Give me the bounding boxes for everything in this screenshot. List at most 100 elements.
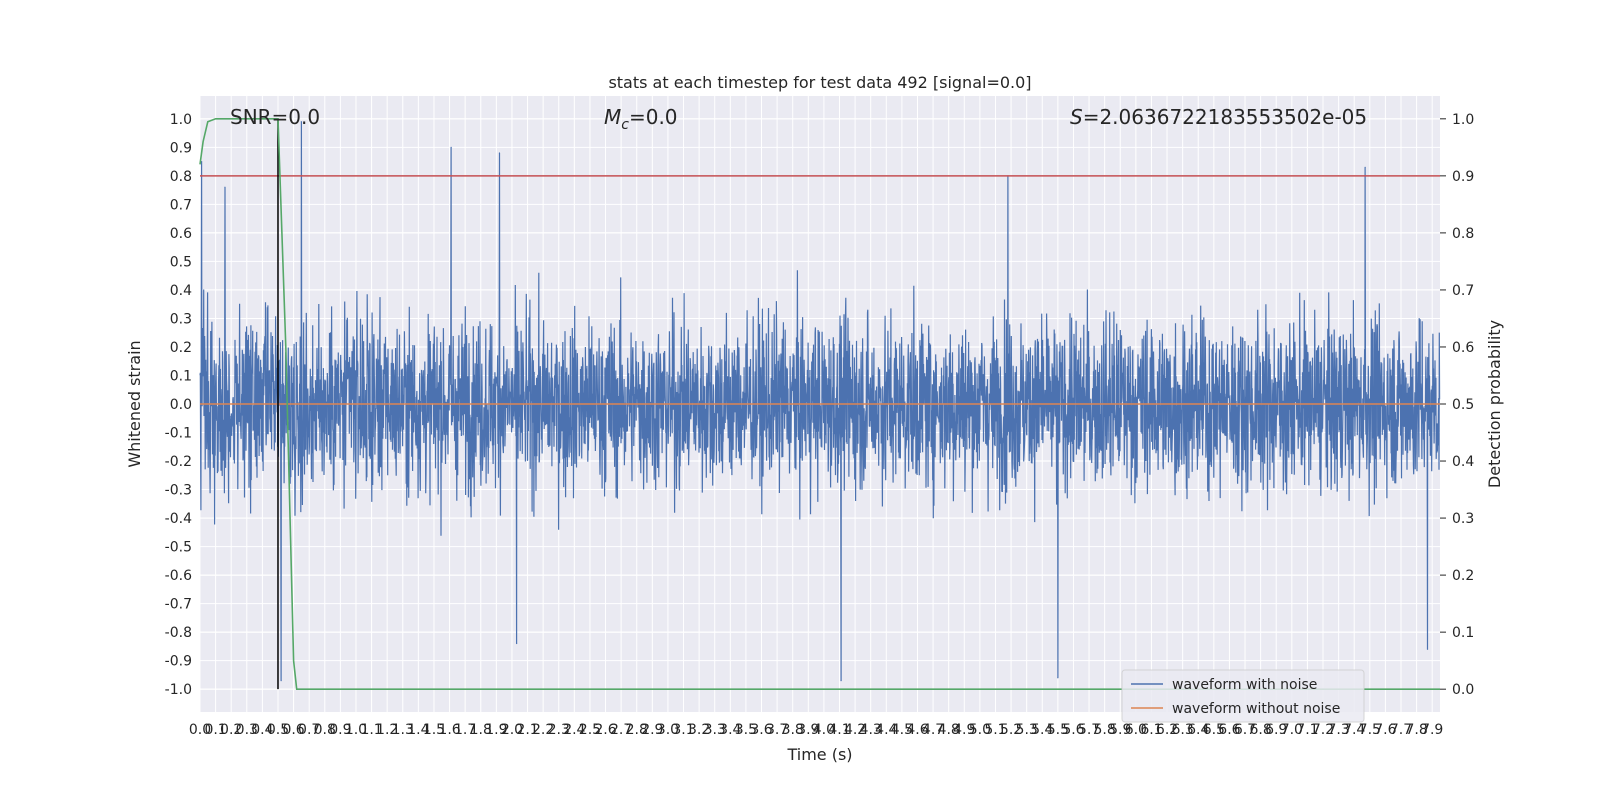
x-tick-label: 2.9 xyxy=(641,722,663,738)
x-tick-label: 4.1 xyxy=(828,722,850,738)
y-tick-label-left: 1.0 xyxy=(170,112,192,128)
x-tick-label: 0.5 xyxy=(267,722,289,738)
x-tick-label: 3.8 xyxy=(782,722,804,738)
x-tick-label: 1.6 xyxy=(438,722,460,738)
x-tick-label: 3.0 xyxy=(657,722,679,738)
x-tick-label: 0.7 xyxy=(298,722,320,738)
y-tick-label-right: 0.9 xyxy=(1452,169,1474,185)
y-tick-label-left: 0.7 xyxy=(170,197,192,213)
x-tick-label: 0.1 xyxy=(204,722,226,738)
y-tick-label-left: 0.3 xyxy=(170,311,192,327)
x-tick-label: 0.3 xyxy=(236,722,258,738)
x-tick-label: 7.6 xyxy=(1374,722,1396,738)
y-tick-label-left: 0.4 xyxy=(170,283,192,299)
x-tick-label: 1.7 xyxy=(454,722,476,738)
y-tick-label-left: -0.8 xyxy=(165,625,192,641)
x-tick-label: 4.0 xyxy=(813,722,835,738)
x-tick-label: 4.8 xyxy=(938,722,960,738)
x-axis-label: Time (s) xyxy=(786,745,852,764)
x-tick-label: 5.8 xyxy=(1094,722,1116,738)
x-tick-label: 7.0 xyxy=(1281,722,1303,738)
chirp-mass-annotation: Mc=0.0 xyxy=(604,105,678,133)
y-tick-label-left: -0.1 xyxy=(165,426,192,442)
x-tick-label: 7.7 xyxy=(1390,722,1412,738)
x-tick-label: 5.6 xyxy=(1062,722,1084,738)
x-tick-label: 6.1 xyxy=(1140,722,1162,738)
y-tick-label-left: 0.2 xyxy=(170,340,192,356)
y-axis-label-right: Detection probability xyxy=(1485,320,1504,488)
mc-subscript: c xyxy=(621,117,629,133)
overlays xyxy=(199,118,1440,690)
noise-peak xyxy=(224,186,226,188)
x-tick-label: 6.6 xyxy=(1218,722,1240,738)
y-tick-label-right: 0.0 xyxy=(1452,682,1474,698)
y-tick-label-right: 1.0 xyxy=(1452,112,1474,128)
y-axis-label-left: Whitened strain xyxy=(125,340,144,467)
y-tick-label-left: -0.7 xyxy=(165,597,192,613)
x-tick-label: 2.1 xyxy=(516,722,538,738)
x-tick-label: 1.1 xyxy=(360,722,382,738)
noise-peak xyxy=(516,642,518,645)
x-tick-label: 1.0 xyxy=(345,722,367,738)
x-tick-label: 6.7 xyxy=(1234,722,1256,738)
y-tick-label-left: 0.9 xyxy=(170,140,192,156)
s-annotation: S=2.0636722183553502e-05 xyxy=(1070,105,1367,129)
x-tick-label: 0.4 xyxy=(251,722,273,738)
x-tick-label: 4.9 xyxy=(953,722,975,738)
x-tick-label: 7.2 xyxy=(1312,722,1334,738)
x-tick-label: 5.5 xyxy=(1047,722,1069,738)
chart-title: stats at each timestep for test data 492… xyxy=(608,73,1031,92)
y-tick-label-right: 0.1 xyxy=(1452,625,1474,641)
x-tick-label: 2.2 xyxy=(532,722,554,738)
x-tick-label: 2.7 xyxy=(610,722,632,738)
x-tick-label: 5.9 xyxy=(1109,722,1131,738)
y-tick-label-left: -0.2 xyxy=(165,454,192,470)
x-tick-label: 1.2 xyxy=(376,722,398,738)
x-tick-label: 1.5 xyxy=(423,722,445,738)
noise-peak xyxy=(300,121,302,123)
legend: waveform with noise waveform without noi… xyxy=(1121,669,1365,723)
x-tick-label: 4.4 xyxy=(875,722,897,738)
x-tick-label: 7.4 xyxy=(1343,722,1365,738)
x-tick-label: 3.6 xyxy=(750,722,772,738)
legend-box xyxy=(1121,669,1365,723)
x-tick-label: 6.9 xyxy=(1265,722,1287,738)
x-axis-ticks: 0.00.10.20.30.40.50.60.70.80.91.01.11.21… xyxy=(189,722,1443,738)
x-tick-label: 4.7 xyxy=(922,722,944,738)
y-tick-label-left: -1.0 xyxy=(165,682,192,698)
y-tick-label-right: 0.6 xyxy=(1452,340,1474,356)
x-tick-label: 6.2 xyxy=(1156,722,1178,738)
x-tick-label: 5.0 xyxy=(969,722,991,738)
x-tick-label: 4.2 xyxy=(844,722,866,738)
noise-series xyxy=(199,121,1441,682)
x-tick-label: 2.3 xyxy=(548,722,570,738)
snr-annotation: SNR=0.0 xyxy=(230,105,320,129)
y-tick-label-left: -0.9 xyxy=(165,654,192,670)
x-tick-label: 1.8 xyxy=(470,722,492,738)
x-tick-label: 0.8 xyxy=(314,722,336,738)
y-tick-label-right: 0.5 xyxy=(1452,397,1474,413)
x-tick-label: 6.5 xyxy=(1203,722,1225,738)
x-tick-label: 3.1 xyxy=(672,722,694,738)
noise-peak xyxy=(1426,648,1429,650)
left-axis-ticks: 1.0 0.9 0.8 0.7 0.6 0.5 0.4 0.3 0.2 0.1 0.0 -0.1 -0.… xyxy=(165,112,192,698)
x-tick-label: 3.7 xyxy=(766,722,788,738)
x-tick-label: 7.5 xyxy=(1359,722,1381,738)
legend-label-clean: waveform without noise xyxy=(1172,701,1340,717)
x-tick-label: 5.1 xyxy=(984,722,1006,738)
x-tick-label: 0.9 xyxy=(329,722,351,738)
x-tick-label: 0.6 xyxy=(282,722,304,738)
detection-probability-line xyxy=(199,118,1440,690)
x-tick-label: 6.3 xyxy=(1172,722,1194,738)
y-tick-label-left: 0.6 xyxy=(170,226,192,242)
y-tick-label-left: 0.0 xyxy=(170,397,192,413)
noise-peak xyxy=(840,680,842,682)
x-tick-label: 3.2 xyxy=(688,722,710,738)
mc-value: =0.0 xyxy=(629,105,678,129)
y-tick-label-left: -0.5 xyxy=(165,540,192,556)
noise-peak xyxy=(1364,166,1366,168)
x-tick-label: 7.8 xyxy=(1405,722,1427,738)
x-tick-label: 3.4 xyxy=(719,722,741,738)
x-tick-label: 2.0 xyxy=(501,722,523,738)
